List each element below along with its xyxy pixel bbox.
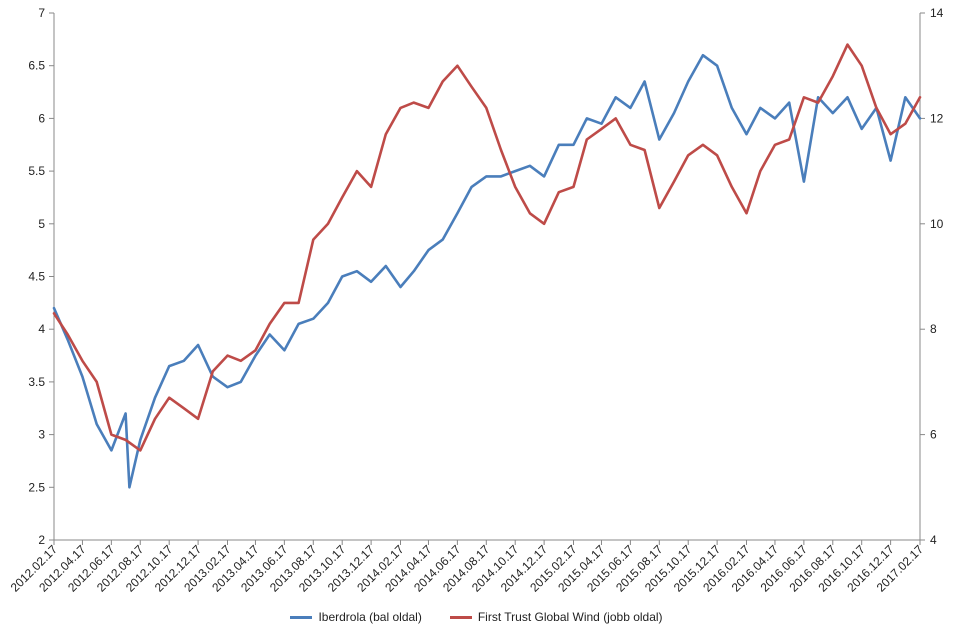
y-right-tick-label: 10 — [930, 217, 944, 231]
y-right-tick-label: 4 — [930, 533, 937, 547]
legend-swatch-iberdrola — [290, 615, 313, 619]
y-left-tick-label: 7 — [38, 6, 45, 20]
y-left-tick-label: 5.5 — [28, 164, 45, 178]
y-left-tick-label: 6.5 — [28, 59, 45, 73]
series-line-iberdrola — [52, 53, 922, 489]
y-left-tick-label: 4 — [38, 322, 45, 336]
y-right-tick-label: 6 — [930, 428, 937, 442]
y-right-tick-label: 8 — [930, 322, 937, 336]
legend-item-first-trust: First Trust Global Wind (jobb oldal) — [449, 610, 663, 624]
y-left-tick-label: 2.5 — [28, 480, 45, 494]
series-line-first-trust — [52, 43, 922, 452]
y-left-tick-label: 6 — [38, 111, 45, 125]
y-left-tick-label: 3.5 — [28, 375, 45, 389]
y-left-tick-label: 3 — [38, 428, 45, 442]
legend-label-first-trust: First Trust Global Wind (jobb oldal) — [477, 610, 663, 624]
y-left-tick-label: 4.5 — [28, 270, 45, 284]
line-chart: 22.533.544.555.566.574681012142012.02.17… — [8, 6, 944, 595]
y-right-tick-label: 12 — [930, 111, 944, 125]
y-left-tick-label: 2 — [38, 533, 45, 547]
legend: Iberdrola (bal oldal) First Trust Global… — [0, 610, 953, 624]
legend-swatch-first-trust — [449, 615, 472, 619]
legend-item-iberdrola: Iberdrola (bal oldal) — [290, 610, 422, 624]
legend-label-iberdrola: Iberdrola (bal oldal) — [318, 610, 422, 624]
y-left-tick-label: 5 — [38, 217, 45, 231]
y-right-tick-label: 14 — [930, 6, 944, 20]
